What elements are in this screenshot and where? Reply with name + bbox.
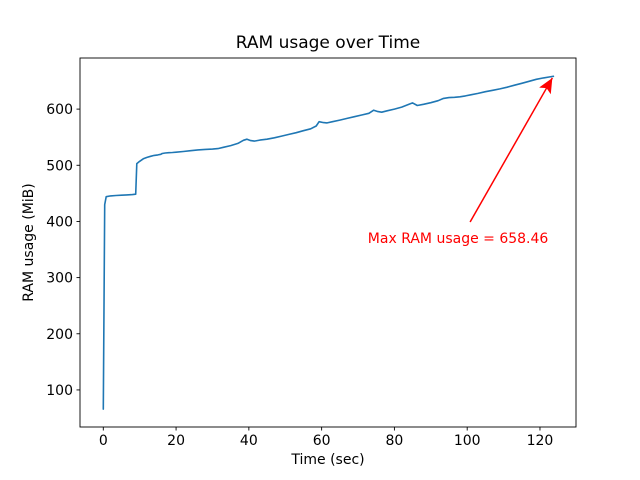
y-axis-label: RAM usage (MiB): [21, 183, 37, 301]
x-axis-label: Time (sec): [290, 452, 364, 468]
x-tick-label: 20: [167, 433, 185, 449]
y-tick-label: 600: [46, 102, 73, 118]
y-tick-label: 100: [46, 383, 73, 399]
x-tick-label: 40: [240, 433, 258, 449]
ram-usage-line: [102, 75, 555, 410]
annotation-arrow: [469, 77, 553, 223]
y-tick-label: 300: [46, 271, 73, 287]
y-tick-label: 500: [46, 158, 73, 174]
y-tick-label: 400: [46, 214, 73, 230]
max-ram-annotation: Max RAM usage = 658.46: [368, 231, 549, 247]
x-tick-label: 0: [99, 433, 108, 449]
y-tick-label: 200: [46, 327, 73, 343]
chart-title: RAM usage over Time: [236, 33, 420, 53]
x-tick-label: 100: [454, 433, 481, 449]
x-tick-label: 80: [385, 433, 403, 449]
x-tick-label: 60: [313, 433, 331, 449]
axes-frame: [79, 57, 577, 428]
x-tick-label: 120: [527, 433, 554, 449]
